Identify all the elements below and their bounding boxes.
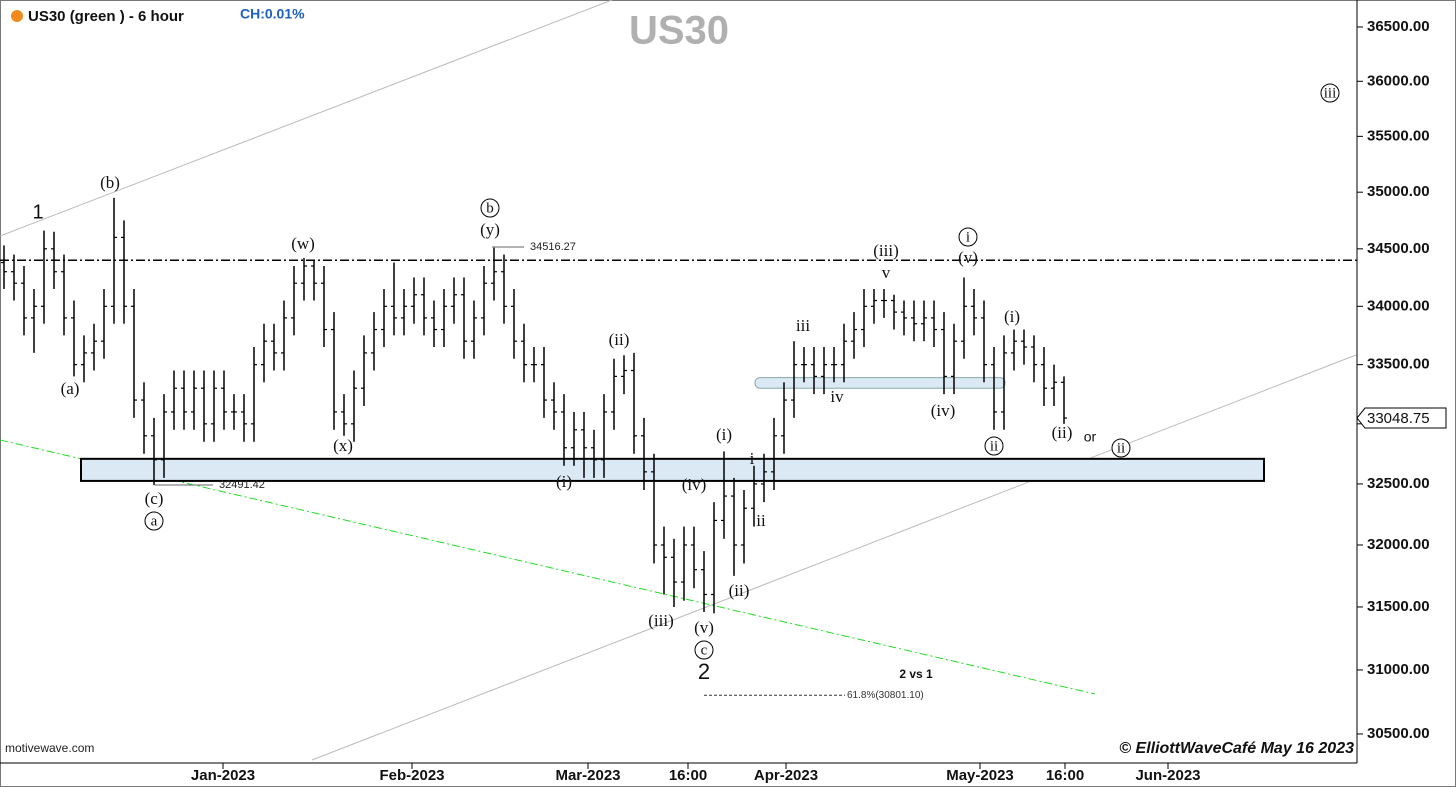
wave-label: iii — [796, 316, 810, 335]
y-tick-label: 31500.00 — [1367, 598, 1430, 615]
chart-title: US30 (green ) - 6 hour — [28, 8, 184, 25]
y-tick-label: 35000.00 — [1367, 183, 1430, 200]
credit: © ElliottWaveCafé May 16 2023 — [1119, 740, 1354, 757]
wave-label: (i) — [1004, 307, 1020, 326]
wave-label: (y) — [480, 220, 500, 239]
wave-label: ii — [756, 511, 766, 530]
y-tick-label: 32000.00 — [1367, 536, 1430, 553]
wave-label: (i) — [556, 472, 572, 491]
wave-label: b — [486, 200, 494, 216]
wave-circle — [480, 198, 500, 218]
level-label: 34516.27 — [530, 241, 576, 253]
fib-label: 61.8%(30801.10) — [847, 690, 924, 701]
x-tick-label: Feb-2023 — [379, 767, 444, 784]
x-tick-label: 16:00 — [669, 767, 707, 784]
wave-label: (a) — [61, 379, 80, 398]
wave-label: (w) — [291, 234, 315, 253]
wave-label: iii — [1324, 85, 1337, 101]
wave-label: (v) — [694, 618, 714, 637]
wave-label: a — [151, 513, 158, 529]
wave-circle — [958, 227, 978, 247]
x-tick-label: May-2023 — [946, 767, 1014, 784]
last-price-box — [1356, 407, 1447, 429]
wave-label: (c) — [145, 489, 164, 508]
wave-label: ii — [990, 438, 998, 454]
wave-label: (iv) — [931, 401, 956, 420]
y-tick-label: 31000.00 — [1367, 661, 1430, 678]
wave-label: 2 — [698, 659, 710, 684]
wave-label: (ii) — [729, 581, 750, 600]
wave-label: (b) — [100, 173, 120, 192]
wave-label: c — [701, 642, 708, 658]
wave-label: (v) — [958, 248, 978, 267]
y-tick-label: 34500.00 — [1367, 240, 1430, 257]
x-tick-label: Jan-2023 — [191, 767, 255, 784]
source: motivewave.com — [5, 741, 94, 755]
x-tick-label: 16:00 — [1046, 767, 1084, 784]
consolidation-zone — [754, 377, 1006, 389]
wave-circle — [144, 511, 164, 531]
wave-circle — [1320, 83, 1340, 103]
wave-label: (ii) — [1052, 423, 1073, 442]
watermark: US30 — [629, 9, 729, 53]
wave-label: ii — [1117, 440, 1125, 456]
wave-label: i — [750, 449, 755, 468]
x-tick-label: Mar-2023 — [555, 767, 620, 784]
y-tick-label: 32500.00 — [1367, 475, 1430, 492]
status-dot — [11, 10, 23, 22]
wave-circle — [984, 436, 1004, 456]
wave-circle — [694, 640, 714, 660]
wave-label: (x) — [333, 436, 353, 455]
y-tick-label: 36500.00 — [1367, 18, 1430, 35]
y-tick-label: 33500.00 — [1367, 356, 1430, 373]
wave-label: (i) — [716, 425, 732, 444]
y-tick-label: 35500.00 — [1367, 127, 1430, 144]
wave-label: or — [1084, 429, 1097, 445]
support-zone — [80, 457, 1265, 482]
level-label: 32491.42 — [219, 479, 265, 491]
wave-label: v — [882, 263, 891, 282]
y-tick-label: 30500.00 — [1367, 725, 1430, 742]
wave-label: (iii) — [873, 241, 899, 260]
wave-label: (ii) — [609, 330, 630, 349]
last-price-label: 33048.75 — [1367, 410, 1430, 427]
wave-label: iv — [830, 387, 844, 406]
lower-channel-line — [311, 354, 1357, 761]
wave-label: 1 — [32, 201, 43, 223]
upper-channel-line — [0, 0, 613, 237]
y-tick-label: 36000.00 — [1367, 72, 1430, 89]
x-tick-label: Apr-2023 — [754, 767, 818, 784]
trend-line — [0, 439, 1096, 695]
y-tick-label: 34000.00 — [1367, 297, 1430, 314]
change-label: CH:0.01% — [240, 6, 305, 22]
wave-label: (iv) — [682, 475, 707, 494]
x-tick-label: Jun-2023 — [1135, 767, 1200, 784]
wave-circle — [1111, 438, 1131, 458]
wave-label: 2 vs 1 — [899, 667, 933, 681]
wave-label: i — [966, 229, 970, 245]
wave-label: (iii) — [648, 611, 674, 630]
